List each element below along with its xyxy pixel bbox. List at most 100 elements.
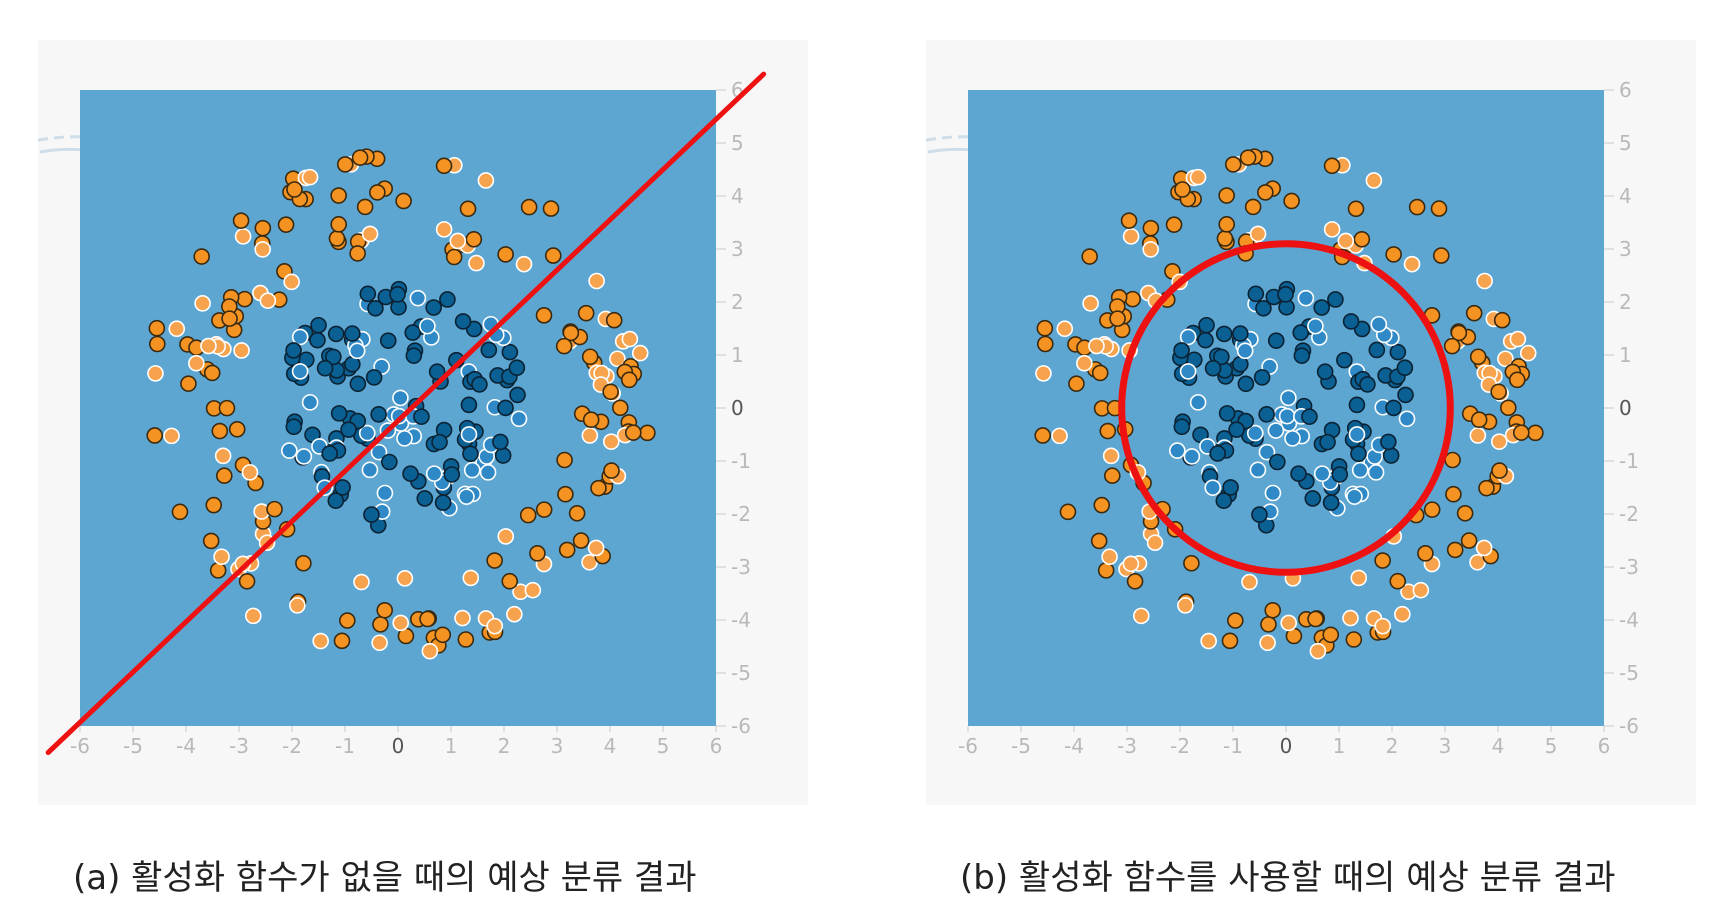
data-point-inner <box>1380 433 1397 451</box>
data-point-inner <box>359 285 377 303</box>
x-tick-label: 6 <box>710 734 723 758</box>
data-point-outer <box>233 342 250 359</box>
data-point-outer <box>330 216 347 233</box>
y-tick-label: 0 <box>1619 396 1632 420</box>
data-point-inner <box>1370 315 1388 333</box>
data-point-inner <box>1228 421 1245 438</box>
data-point-inner <box>510 410 528 428</box>
data-point-outer <box>1102 447 1120 465</box>
data-point-outer <box>333 632 351 650</box>
data-point-outer <box>1450 324 1468 342</box>
chart-panel-a: -6 -5 -4 -3 -2 -1 0 1 2 3 4 5 6 6 5 4 3 2 1 0 -1 -2 -3 -4 -5 -6 <box>38 40 808 805</box>
data-point-inner <box>1385 399 1402 417</box>
data-point-outer <box>353 573 370 591</box>
data-point-outer <box>1221 632 1239 650</box>
data-points <box>146 148 656 660</box>
data-point-outer <box>1445 485 1462 503</box>
data-point-inner <box>365 369 383 386</box>
data-point-outer <box>254 219 272 237</box>
data-point-outer <box>1345 631 1363 648</box>
data-point-outer <box>435 157 453 175</box>
data-point-inner <box>281 442 298 459</box>
data-point-outer <box>1122 555 1140 573</box>
y-tick-label: -2 <box>1619 502 1639 526</box>
data-point-inner <box>1351 461 1369 479</box>
data-point-inner <box>492 433 509 451</box>
data-point-outer <box>581 553 598 571</box>
data-point-outer <box>520 198 538 216</box>
data-point-outer <box>477 172 495 189</box>
data-point-outer <box>1490 433 1508 450</box>
data-point-inner <box>327 492 345 510</box>
data-point-outer <box>1412 581 1430 599</box>
data-point-inner <box>370 406 387 423</box>
data-point-inner <box>480 341 498 359</box>
data-point-outer <box>1337 232 1355 250</box>
data-point-inner <box>344 325 361 342</box>
data-point-outer <box>1241 573 1258 591</box>
data-point-outer <box>1443 337 1461 355</box>
data-point-inner <box>1307 317 1324 335</box>
data-point-inner <box>1179 328 1197 346</box>
y-tick-label: 1 <box>731 343 744 367</box>
data-point-outer <box>603 462 620 479</box>
data-point-outer <box>1374 617 1392 635</box>
y-tick-label: 3 <box>731 237 744 261</box>
x-tick-label: -3 <box>229 734 249 758</box>
data-point-inner <box>425 465 443 482</box>
data-point-outer <box>1099 422 1117 440</box>
data-point-outer <box>1460 532 1478 549</box>
data-point-inner <box>379 332 397 349</box>
data-point-outer <box>289 597 306 614</box>
x-tick-label: 1 <box>445 734 458 758</box>
data-point-outer <box>1260 616 1277 633</box>
data-point-outer <box>1374 552 1391 569</box>
data-point-inner <box>1251 506 1268 523</box>
data-point-inner <box>295 448 313 465</box>
data-point-inner <box>471 376 488 393</box>
data-point-inner <box>419 317 436 335</box>
data-point-inner <box>325 348 342 366</box>
data-point-outer <box>1389 572 1407 590</box>
data-point-inner <box>1209 445 1226 462</box>
data-point-inner <box>1389 343 1407 361</box>
x-tick-label: 5 <box>1545 734 1558 758</box>
data-point-outer <box>339 612 356 629</box>
data-point-outer <box>558 541 576 559</box>
data-point-outer <box>188 354 205 372</box>
data-point-inner <box>321 445 338 462</box>
y-tick-label: 4 <box>731 184 744 208</box>
x-tick-label: -6 <box>70 734 90 758</box>
data-point-outer <box>611 399 629 417</box>
data-point-inner <box>402 465 419 482</box>
decorative-arc <box>39 147 85 154</box>
data-point-inner <box>1183 448 1201 465</box>
data-point-outer <box>1283 192 1300 210</box>
data-point-outer <box>544 247 562 264</box>
data-point-inner <box>1215 492 1233 510</box>
data-point-outer <box>581 427 599 444</box>
data-point-outer <box>1120 212 1138 229</box>
x-tick-label: -1 <box>1223 734 1243 758</box>
y-tick-label: -4 <box>1619 608 1639 632</box>
data-point-inner <box>334 479 351 496</box>
data-point-inner <box>1301 408 1318 425</box>
data-point-inner <box>310 316 327 334</box>
x-tick-label: 4 <box>604 734 617 758</box>
data-point-inner <box>1327 291 1344 308</box>
data-point-inner <box>285 342 302 359</box>
x-tick-label: 6 <box>1598 734 1611 758</box>
data-point-outer <box>1408 198 1426 216</box>
data-point-outer <box>1035 365 1052 382</box>
data-point-inner <box>285 418 303 436</box>
y-tick-label: 4 <box>1619 184 1632 208</box>
data-point-inner <box>1236 342 1254 360</box>
data-point-inner <box>1292 324 1310 341</box>
data-point-outer <box>468 254 485 272</box>
data-point-inner <box>460 396 478 414</box>
data-point-outer <box>392 614 409 632</box>
data-point-outer <box>1090 532 1108 550</box>
data-point-inner <box>1316 363 1334 381</box>
data-point-outer <box>1259 634 1276 652</box>
data-point-inner <box>1237 375 1255 393</box>
